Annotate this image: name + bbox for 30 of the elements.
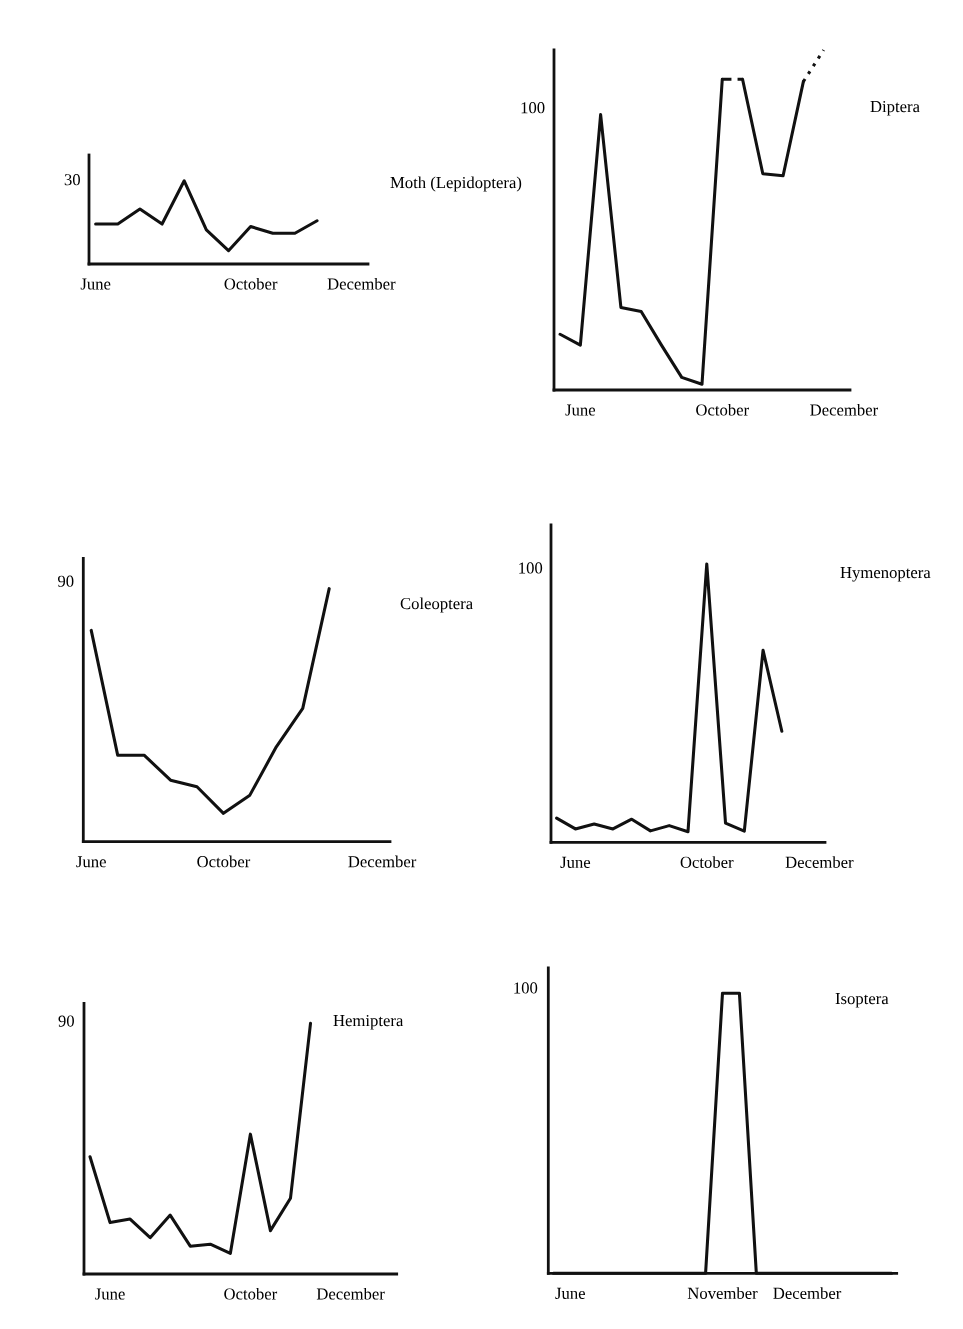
x-tick-label: December (348, 855, 417, 868)
x-tick-label: December (773, 1287, 842, 1299)
x-tick-label: June (555, 1287, 585, 1299)
x-tick-label: June (565, 404, 596, 416)
text: Moth (Lepidoptera) (390, 176, 522, 192)
text: 100 (519, 562, 543, 574)
text: Hymenoptera (840, 567, 931, 582)
x-tick-label: December (327, 277, 396, 290)
x-tick-label: October (224, 1287, 278, 1300)
text: 90 (57, 575, 74, 587)
x-tick-label: October (680, 856, 734, 868)
text: 100 (521, 102, 545, 114)
x-tick-label: October (696, 403, 749, 416)
x-tick-label: October (224, 277, 278, 290)
chart-title: Isoptera (835, 993, 889, 1008)
x-tick-label: June (80, 278, 111, 290)
chart-title: Hemiptera (333, 1014, 404, 1030)
x-tick-label: June (76, 856, 106, 868)
x-tick-label: December (785, 856, 854, 868)
text: Coleoptera (400, 597, 473, 613)
x-tick-label: October (197, 855, 251, 868)
x-tick-label: June (95, 1288, 125, 1300)
x-tick-label: December (810, 403, 879, 416)
text: 30 (64, 174, 80, 186)
text: Diptera (870, 100, 920, 116)
text: 90 (58, 1015, 74, 1027)
x-tick-label: June (560, 856, 591, 868)
x-tick-label: December (316, 1287, 385, 1300)
x-tick-label: November (687, 1287, 758, 1299)
text: 100 (514, 982, 538, 994)
